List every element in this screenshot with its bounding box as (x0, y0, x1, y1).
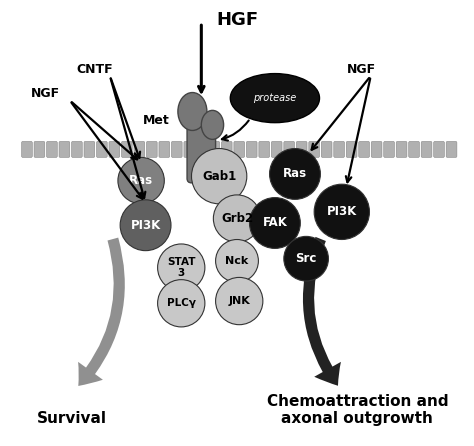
FancyBboxPatch shape (172, 141, 182, 157)
Circle shape (284, 236, 328, 281)
Circle shape (120, 200, 171, 251)
FancyBboxPatch shape (271, 141, 282, 157)
FancyBboxPatch shape (384, 141, 394, 157)
Circle shape (158, 280, 205, 327)
FancyBboxPatch shape (209, 141, 219, 157)
Text: Nck: Nck (225, 256, 249, 266)
Circle shape (191, 149, 247, 204)
Text: NGF: NGF (347, 62, 376, 76)
FancyBboxPatch shape (72, 141, 82, 157)
FancyBboxPatch shape (134, 141, 145, 157)
Circle shape (216, 277, 263, 325)
FancyBboxPatch shape (109, 141, 120, 157)
Ellipse shape (201, 110, 224, 139)
Text: PI3K: PI3K (327, 205, 357, 219)
Text: STAT
3: STAT 3 (167, 257, 195, 278)
FancyBboxPatch shape (434, 141, 445, 157)
FancyBboxPatch shape (284, 141, 294, 157)
FancyBboxPatch shape (221, 141, 232, 157)
FancyBboxPatch shape (146, 141, 157, 157)
FancyBboxPatch shape (22, 141, 32, 157)
FancyBboxPatch shape (409, 141, 419, 157)
Circle shape (118, 157, 164, 204)
Text: PLCγ: PLCγ (167, 298, 196, 308)
FancyBboxPatch shape (334, 141, 345, 157)
FancyBboxPatch shape (446, 141, 457, 157)
FancyBboxPatch shape (296, 141, 307, 157)
Circle shape (249, 198, 301, 248)
FancyArrowPatch shape (78, 238, 125, 386)
FancyArrowPatch shape (303, 237, 341, 386)
Text: NGF: NGF (31, 87, 60, 100)
FancyBboxPatch shape (196, 141, 207, 157)
Text: protease: protease (253, 93, 297, 103)
Text: Gab1: Gab1 (202, 169, 236, 183)
FancyBboxPatch shape (34, 141, 45, 157)
FancyBboxPatch shape (321, 141, 332, 157)
FancyBboxPatch shape (346, 141, 357, 157)
FancyBboxPatch shape (97, 141, 107, 157)
FancyBboxPatch shape (121, 141, 132, 157)
Circle shape (216, 240, 258, 282)
Text: Met: Met (143, 114, 170, 127)
FancyBboxPatch shape (234, 141, 245, 157)
Circle shape (270, 149, 320, 199)
Circle shape (213, 195, 261, 242)
Text: PI3K: PI3K (130, 219, 161, 232)
Text: Ras: Ras (129, 174, 153, 187)
FancyBboxPatch shape (84, 141, 95, 157)
Text: Ras: Ras (283, 167, 307, 181)
Text: HGF: HGF (216, 11, 258, 29)
FancyBboxPatch shape (396, 141, 407, 157)
FancyBboxPatch shape (421, 141, 432, 157)
Text: FAK: FAK (263, 216, 287, 230)
Circle shape (314, 184, 369, 240)
Text: JNK: JNK (228, 296, 250, 306)
FancyBboxPatch shape (187, 120, 216, 183)
FancyBboxPatch shape (359, 141, 369, 157)
Text: Src: Src (295, 252, 317, 265)
FancyBboxPatch shape (246, 141, 257, 157)
FancyBboxPatch shape (371, 141, 382, 157)
Text: Grb2: Grb2 (221, 212, 253, 225)
Text: Survival: Survival (37, 411, 107, 426)
Text: Chemoattraction and
axonal outgrowth: Chemoattraction and axonal outgrowth (266, 393, 448, 426)
FancyBboxPatch shape (259, 141, 270, 157)
Circle shape (158, 244, 205, 291)
Ellipse shape (230, 74, 319, 123)
FancyBboxPatch shape (184, 141, 195, 157)
FancyBboxPatch shape (159, 141, 170, 157)
Text: CNTF: CNTF (76, 62, 113, 76)
FancyBboxPatch shape (46, 141, 57, 157)
FancyBboxPatch shape (59, 141, 70, 157)
FancyBboxPatch shape (309, 141, 319, 157)
Ellipse shape (178, 93, 207, 130)
